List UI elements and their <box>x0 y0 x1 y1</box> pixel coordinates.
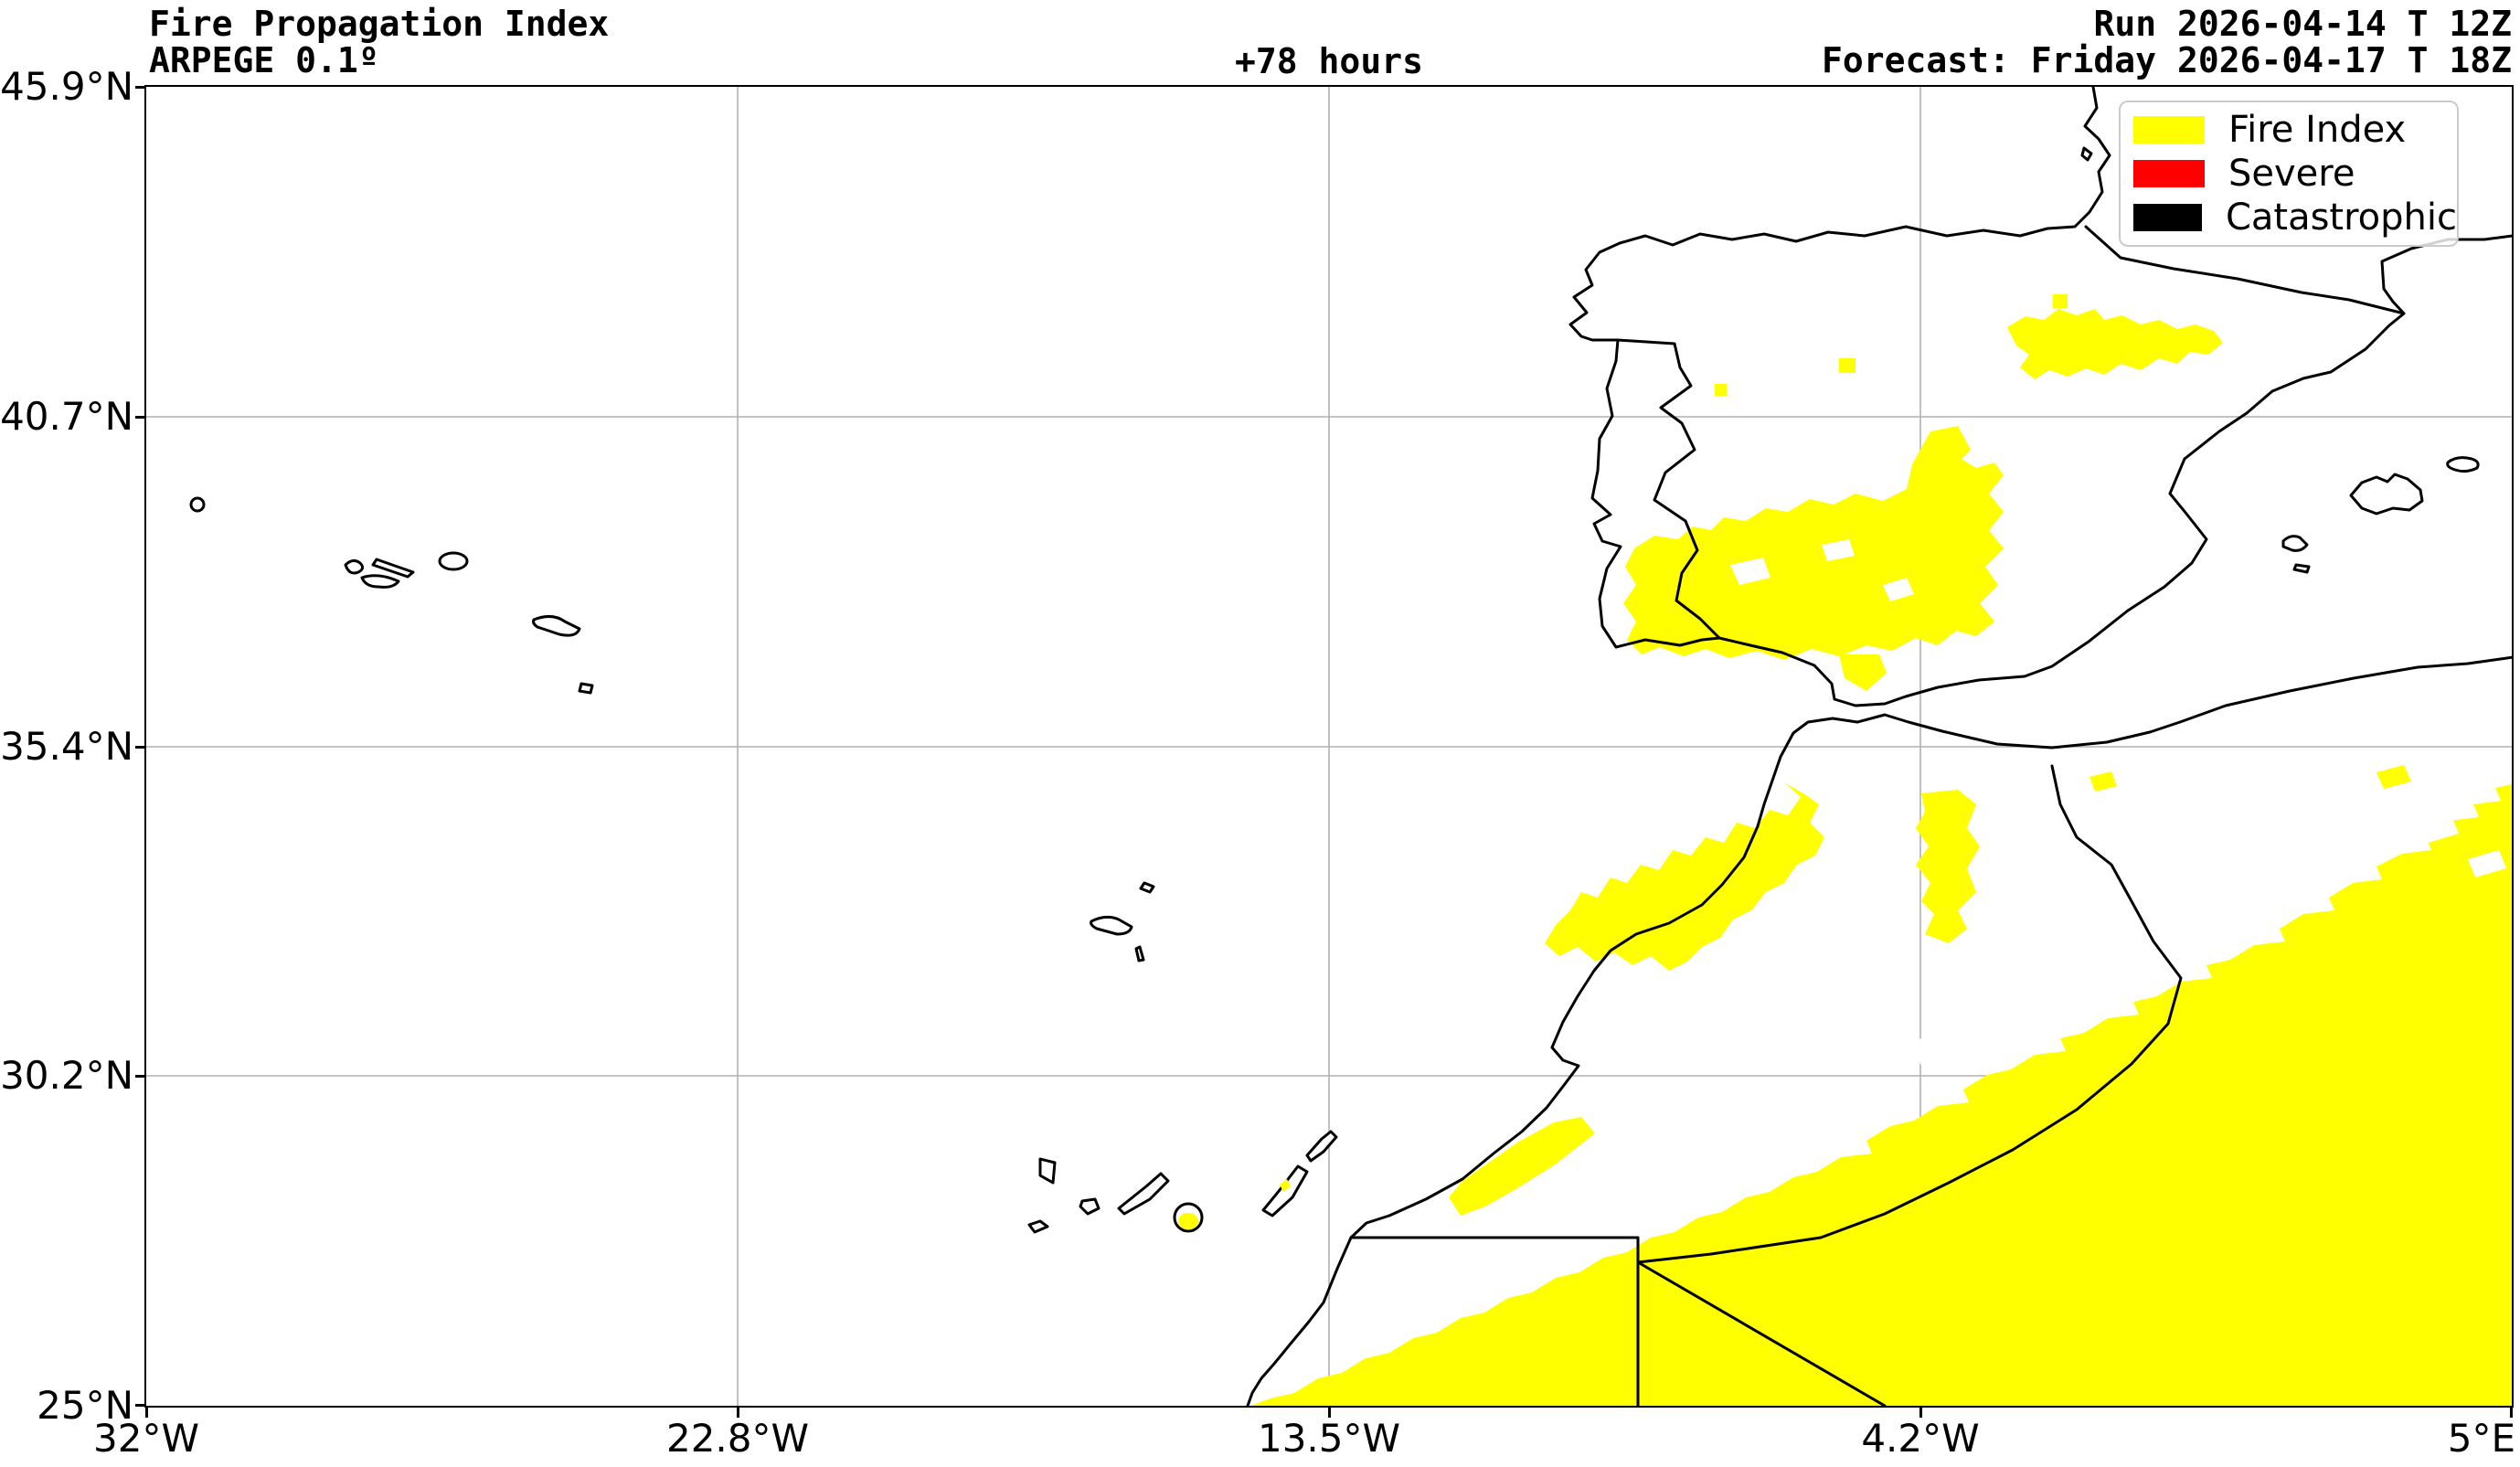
xtick-5e <box>2510 1408 2513 1418</box>
hole <box>2046 1004 2088 1033</box>
island-la-palma <box>1038 1157 1057 1185</box>
island-menorca <box>2446 456 2480 473</box>
ytick-label-30-2n: 30.2°N <box>0 1053 133 1098</box>
coastline-europe <box>1568 87 2512 707</box>
fire-index-swatch <box>2133 116 2205 144</box>
island-santa-maria <box>578 682 594 695</box>
xtick-13-5w <box>1328 1408 1331 1418</box>
ytick-30-2n <box>135 1075 145 1078</box>
xtick-label-13-5w: 13.5°W <box>1257 1416 1401 1461</box>
island-la-gomera <box>1079 1197 1101 1216</box>
ytick-label-45-9n: 45.9°N <box>0 64 133 109</box>
island-formentera <box>2292 563 2311 574</box>
island-porto-santo <box>1139 881 1155 894</box>
fire-region-sahara-algeria <box>1250 784 2512 1406</box>
hole <box>1883 578 1914 601</box>
header-left: Fire Propagation Index ARPEGE 0.1º <box>149 5 609 79</box>
xtick-label-5e: 5°E <box>2447 1416 2515 1461</box>
border-france-spain <box>2084 225 2406 315</box>
page-title: Fire Propagation Index <box>149 4 610 44</box>
graticule <box>146 87 2512 1406</box>
xtick-label-22-8w: 22.8°W <box>665 1416 810 1461</box>
forecast-label: Forecast: Friday 2026-04-17 T 18Z <box>1822 40 2512 80</box>
island-ibiza <box>2281 535 2309 552</box>
island-tenerife <box>1117 1172 1170 1216</box>
hole <box>1822 539 1855 561</box>
xtick-4-2w <box>1919 1408 1922 1418</box>
fire-region-rif-atlas <box>1545 782 1824 971</box>
model-subtitle: ARPEGE 0.1º <box>149 40 379 80</box>
island-lanzarote <box>1305 1130 1338 1163</box>
fire-spot-fuerteventura <box>1280 1179 1291 1192</box>
island-sao-jorge <box>360 574 400 589</box>
legend-label-catastrophic: Catastrophic <box>2225 197 2457 239</box>
border-morocco-algeria <box>1636 764 2183 1264</box>
xtick-label-32w: 32°W <box>93 1416 199 1461</box>
legend-label-fire-index: Fire Index <box>2228 109 2407 151</box>
hole <box>1910 1029 1962 1066</box>
island-fuerteventura <box>1261 1164 1309 1217</box>
fire-cell-ebro-nub <box>2053 294 2068 308</box>
run-label: Run 2026-04-14 T 12Z <box>2093 4 2512 44</box>
ytick-45-9n <box>135 86 145 89</box>
legend-label-severe: Severe <box>2228 153 2355 195</box>
island-el-hierro <box>1027 1219 1049 1234</box>
map-canvas <box>146 87 2512 1406</box>
ytick-25n <box>135 1404 145 1407</box>
ytick-label-25n: 25°N <box>37 1383 133 1428</box>
fire-cell-beira <box>1715 384 1727 396</box>
ytick-40-7n <box>135 416 145 419</box>
island-corvo <box>189 496 206 513</box>
hole <box>2413 812 2459 845</box>
ytick-35-4n <box>135 746 145 749</box>
xtick-label-4-2w: 4.2°W <box>1861 1416 1980 1461</box>
map-legend: Fire Index Severe Catastrophic <box>2119 101 2459 247</box>
fire-region-moulouya <box>1916 790 1980 943</box>
island-mallorca <box>2349 473 2424 516</box>
border-western-sahara <box>1349 1236 1887 1406</box>
fire-cell-oran-coast <box>2089 771 2117 792</box>
fire-region-ebro-valley <box>2007 309 2223 379</box>
coastline-layer <box>1246 87 2512 1406</box>
island-faial <box>344 558 365 575</box>
island-sao-miguel <box>532 615 581 637</box>
fire-layer-holes <box>1686 539 2506 1205</box>
island-pico <box>371 558 415 579</box>
island-madeira <box>1090 915 1133 936</box>
island-terceira <box>438 551 469 571</box>
fire-spot-gran-canaria <box>1178 1213 1198 1229</box>
fire-region-souss-coast <box>1449 1117 1595 1216</box>
hole <box>1686 1170 1736 1205</box>
island-desertas <box>1134 945 1145 962</box>
lead-time: +78 hours <box>1235 41 1423 81</box>
border-portugal-spain <box>1616 338 1721 640</box>
xtick-32w <box>145 1408 148 1418</box>
coastline-africa <box>1246 655 2512 1406</box>
header-right: Run 2026-04-14 T 12Z Forecast: Friday 20… <box>1645 5 2512 79</box>
hole <box>1799 1084 1854 1121</box>
fire-index-layer <box>1250 294 2512 1406</box>
ytick-label-40-7n: 40.7°N <box>0 394 133 439</box>
legend-row-catastrophic: Catastrophic <box>2133 197 2457 238</box>
fire-cell-meseta <box>1839 358 1855 373</box>
fire-region-central-iberia <box>1623 426 2004 660</box>
fire-cell-algiers-coast <box>2376 765 2411 789</box>
hole <box>2468 850 2506 877</box>
legend-row-severe: Severe <box>2133 154 2457 194</box>
coastline-french-islands <box>2080 146 2093 162</box>
hole <box>1730 558 1770 585</box>
ytick-label-35-4n: 35.4°N <box>0 724 133 769</box>
catastrophic-swatch <box>2133 204 2202 231</box>
legend-row-fire-index: Fire Index <box>2133 110 2457 150</box>
severe-swatch <box>2133 160 2205 187</box>
xtick-22-8w <box>737 1408 739 1418</box>
island-fire-spots <box>1178 1179 1291 1229</box>
fire-region-andalucia-tongue <box>1839 654 1887 691</box>
